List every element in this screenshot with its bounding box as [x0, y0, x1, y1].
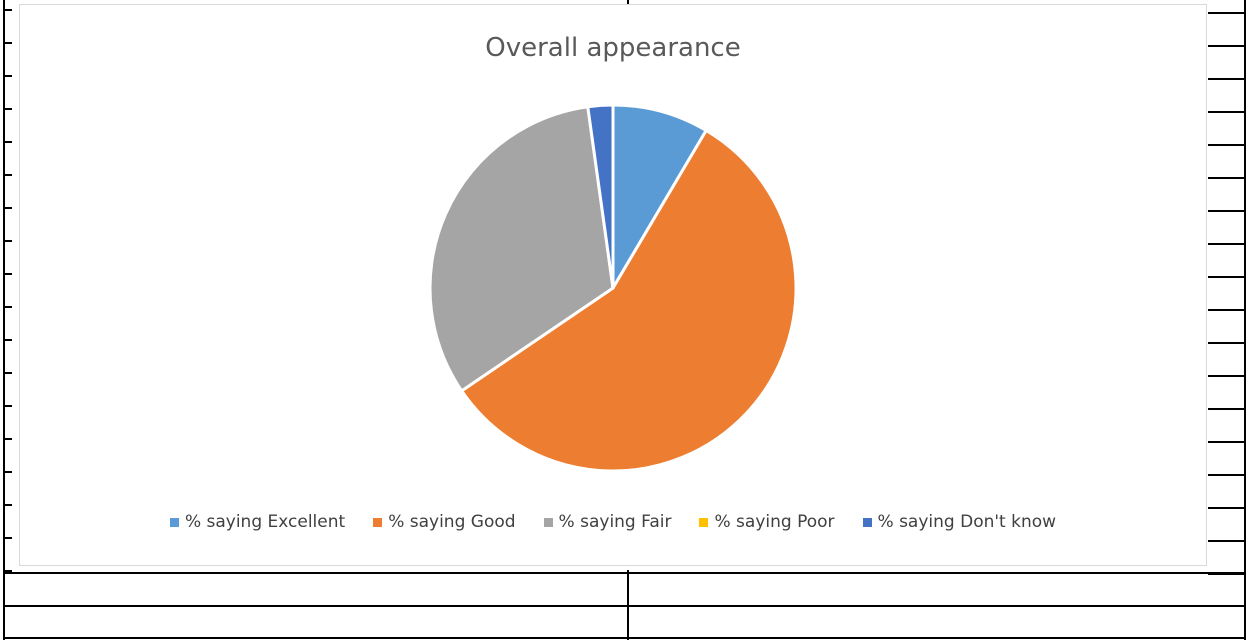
legend-swatch-0: [169, 517, 179, 527]
legend-label-1: % saying Good: [388, 512, 516, 532]
legend-item-3: % saying Poor: [699, 512, 835, 532]
legend-swatch-3: [699, 517, 709, 527]
legend-swatch-2: [543, 517, 553, 527]
legend-item-2: % saying Fair: [543, 512, 672, 532]
legend-label-3: % saying Poor: [714, 512, 835, 532]
chart-title: Overall appearance: [485, 33, 741, 63]
pie-slice-1[interactable]: [460, 128, 798, 473]
chart-area[interactable]: Overall appearance % saying Excellent% s…: [19, 4, 1207, 566]
legend-item-4: % saying Don't know: [862, 512, 1057, 532]
legend-item-0: % saying Excellent: [169, 512, 346, 532]
legend-swatch-4: [862, 517, 872, 527]
legend-swatch-1: [373, 517, 383, 527]
pie-slice-4[interactable]: [586, 103, 615, 290]
pie-slice-0[interactable]: [611, 103, 708, 290]
legend-label-0: % saying Excellent: [184, 512, 346, 532]
pie-chart: [428, 103, 798, 473]
legend-label-4: % saying Don't know: [877, 512, 1057, 532]
pie-slice-2[interactable]: [428, 105, 615, 393]
legend-item-1: % saying Good: [373, 512, 516, 532]
chart-legend: % saying Excellent % saying Good % saying …: [20, 512, 1206, 532]
legend-label-2: % saying Fair: [558, 512, 672, 532]
